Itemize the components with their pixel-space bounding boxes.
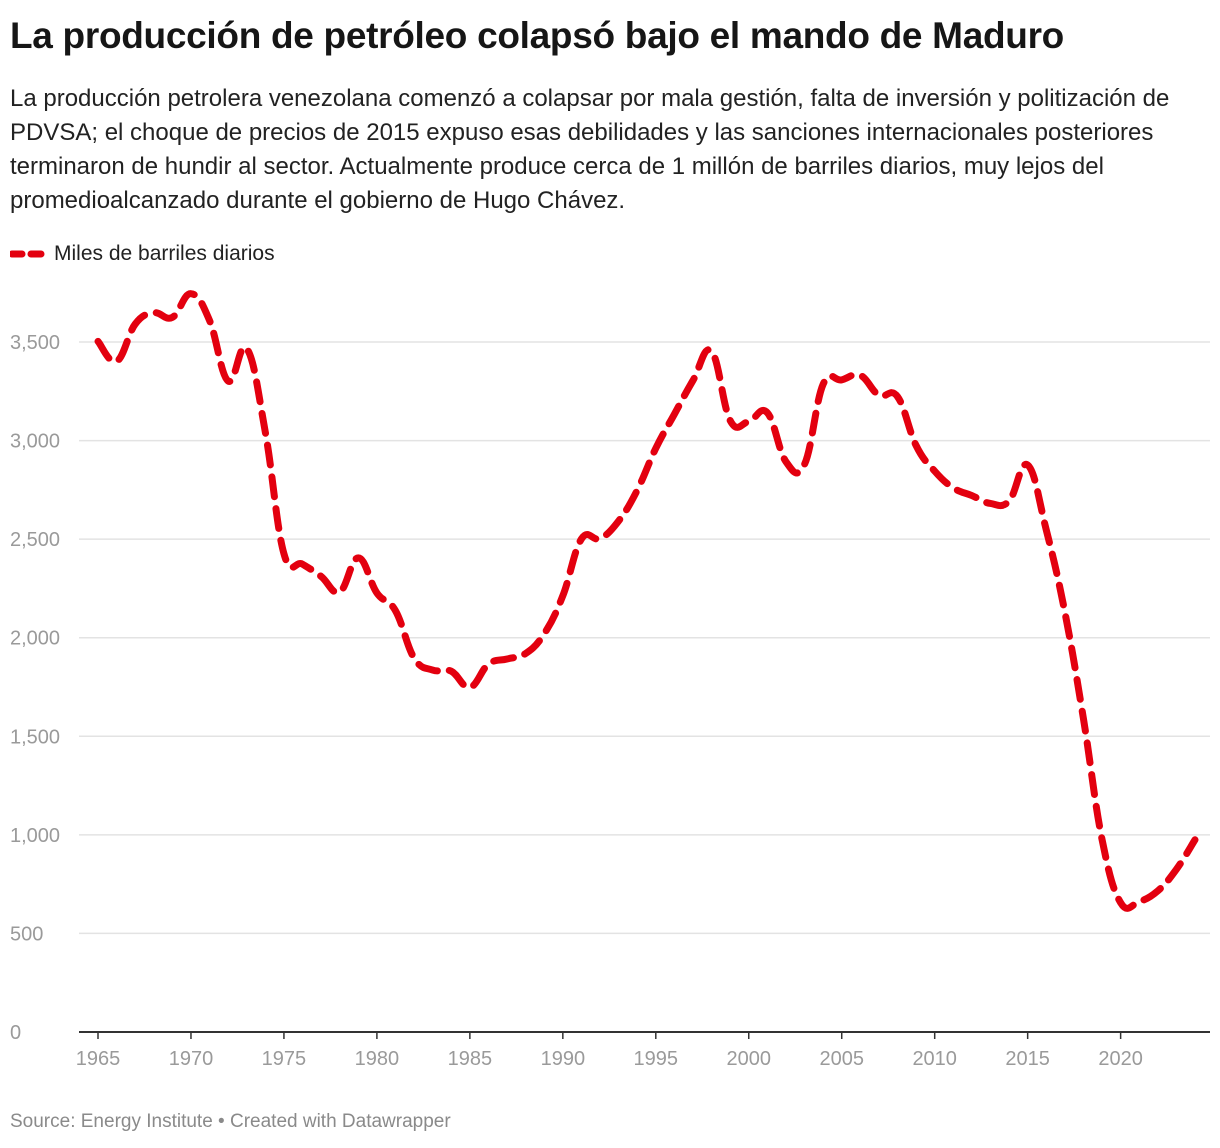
data-point bbox=[541, 631, 547, 637]
data-point bbox=[932, 468, 938, 474]
data-point bbox=[895, 394, 901, 400]
data-point bbox=[114, 358, 120, 364]
data-point bbox=[802, 461, 808, 467]
chart-title: La producción de petróleo colapsó bajo e… bbox=[10, 15, 1064, 56]
data-point bbox=[300, 561, 306, 567]
data-point bbox=[913, 443, 919, 449]
data-point bbox=[337, 589, 343, 595]
x-tick-label: 2020 bbox=[1098, 1048, 1143, 1070]
data-point bbox=[987, 500, 993, 506]
x-tick-label: 1965 bbox=[76, 1048, 121, 1070]
data-point bbox=[169, 314, 175, 320]
data-point bbox=[188, 291, 194, 297]
data-point bbox=[355, 555, 361, 561]
data-point bbox=[448, 668, 454, 674]
x-tick-label: 2005 bbox=[819, 1048, 864, 1070]
data-point bbox=[1173, 866, 1179, 872]
data-point bbox=[1043, 527, 1049, 533]
series-line bbox=[94, 290, 1199, 912]
y-tick-label: 3,500 bbox=[10, 332, 60, 354]
legend-swatch-icon bbox=[10, 250, 46, 258]
chart-subtitle: La producción petrolera venezolana comen… bbox=[10, 85, 1170, 214]
x-tick-label: 1970 bbox=[169, 1048, 214, 1070]
data-point bbox=[1192, 837, 1198, 843]
data-point bbox=[151, 310, 157, 316]
legend-label: Miles de barriles diarios bbox=[54, 242, 275, 265]
data-point bbox=[597, 536, 603, 542]
y-tick-label: 1,500 bbox=[10, 726, 60, 748]
y-tick-label: 1,000 bbox=[10, 825, 60, 847]
data-point bbox=[876, 392, 882, 398]
y-tick-label: 2,500 bbox=[10, 529, 60, 551]
x-tick-label: 1995 bbox=[634, 1048, 679, 1070]
y-tick-label: 0 bbox=[10, 1022, 21, 1044]
series-layer bbox=[94, 290, 1199, 912]
data-point bbox=[727, 417, 733, 423]
data-point bbox=[1080, 716, 1086, 722]
y-tick-label: 500 bbox=[10, 923, 43, 945]
data-point bbox=[1099, 836, 1105, 842]
data-point bbox=[485, 661, 491, 667]
grid-lines bbox=[79, 341, 1210, 935]
source-footer: Source: Energy Institute • Created with … bbox=[10, 1111, 451, 1132]
data-point bbox=[634, 487, 640, 493]
data-point bbox=[225, 378, 231, 384]
data-point bbox=[1136, 898, 1142, 904]
x-tick-label: 2000 bbox=[727, 1048, 772, 1070]
x-tick-label: 1980 bbox=[355, 1048, 400, 1070]
data-point bbox=[1155, 888, 1161, 894]
data-point bbox=[690, 377, 696, 383]
data-point bbox=[1006, 498, 1012, 504]
data-point bbox=[430, 667, 436, 673]
data-point bbox=[318, 573, 324, 579]
data-point bbox=[857, 372, 863, 378]
data-point bbox=[281, 551, 287, 557]
x-tick-label: 1990 bbox=[541, 1048, 586, 1070]
data-point bbox=[560, 593, 566, 599]
data-point bbox=[374, 590, 380, 596]
data-point bbox=[411, 655, 417, 661]
data-point bbox=[578, 536, 584, 542]
data-point bbox=[616, 518, 622, 524]
data-point bbox=[1025, 462, 1031, 468]
data-point bbox=[1118, 900, 1124, 906]
x-tick-label: 2015 bbox=[1005, 1048, 1050, 1070]
x-axis-ticks: 1965 1970 1975 1980 1985 1990 1995 2000 2005 2010… bbox=[76, 1032, 1143, 1070]
data-point bbox=[244, 346, 250, 352]
data-point bbox=[132, 321, 138, 327]
y-tick-label: 3,000 bbox=[10, 431, 60, 453]
x-tick-label: 1985 bbox=[448, 1048, 493, 1070]
x-tick-label: 1975 bbox=[262, 1048, 307, 1070]
data-point bbox=[653, 445, 659, 451]
data-point bbox=[764, 410, 770, 416]
data-point bbox=[969, 493, 975, 499]
data-point bbox=[523, 650, 529, 656]
data-point bbox=[207, 318, 213, 324]
data-point bbox=[504, 656, 510, 662]
data-point bbox=[950, 485, 956, 491]
x-tick-label: 2010 bbox=[912, 1048, 957, 1070]
data-point bbox=[709, 348, 715, 354]
data-point bbox=[467, 684, 473, 690]
data-point bbox=[820, 381, 826, 387]
data-point bbox=[1062, 609, 1068, 615]
data-point bbox=[783, 459, 789, 465]
data-point bbox=[392, 608, 398, 614]
data-point bbox=[262, 429, 268, 435]
y-axis-ticks: 0 500 1,000 1,500 2,000 2,500 3,000 3,500 bbox=[10, 332, 60, 1044]
legend: Miles de barriles diarios bbox=[10, 239, 275, 269]
data-point bbox=[95, 338, 101, 344]
data-point bbox=[839, 377, 845, 383]
data-point bbox=[746, 418, 752, 424]
y-tick-label: 2,000 bbox=[10, 628, 60, 650]
data-point bbox=[671, 411, 677, 417]
